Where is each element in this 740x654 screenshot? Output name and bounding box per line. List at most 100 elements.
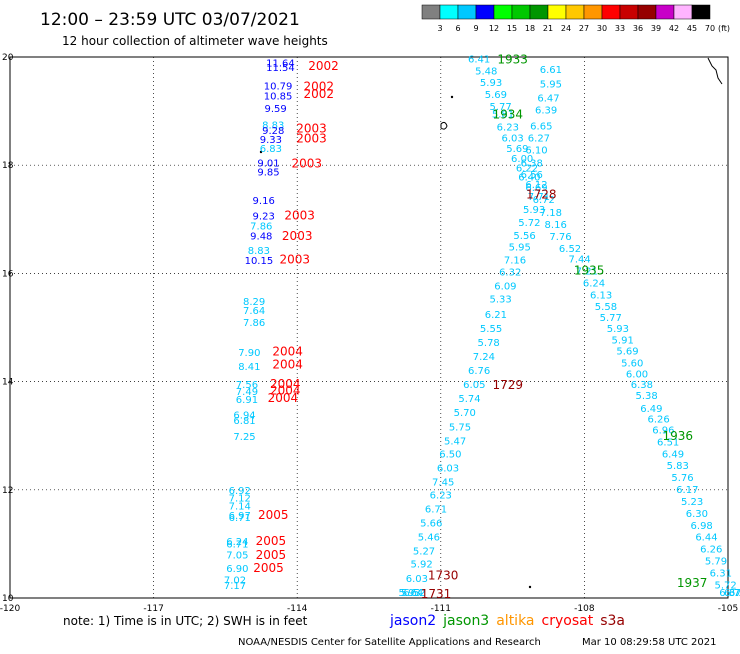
swh-value: 5.33 — [490, 295, 512, 306]
swh-value: 7.18 — [540, 208, 562, 219]
satellite-legend: jason2 jason3 altika cryosat s3a — [389, 613, 625, 629]
swh-value: 6.50 — [439, 449, 461, 460]
y-tick-label: 20 — [2, 53, 14, 63]
colorbar-swatch — [493, 4, 513, 20]
colorbar-swatch — [601, 4, 621, 20]
swh-value: 5.76 — [671, 473, 693, 484]
swh-value: 5.93 — [399, 588, 421, 599]
pass-time-label: 2003 — [296, 131, 327, 145]
colorbar-label: 70 — [705, 24, 715, 33]
swh-value: 5.55 — [480, 324, 502, 335]
swh-value: 6.00 — [626, 369, 648, 380]
y-tick-label: 12 — [2, 486, 13, 496]
swh-value: 6.21 — [485, 310, 507, 321]
swh-value: 6.10 — [525, 145, 547, 156]
swh-value: 6.61 — [540, 65, 562, 76]
swh-value: 5.48 — [475, 66, 497, 77]
colorbar-swatch — [511, 4, 531, 20]
y-tick-label: 14 — [2, 378, 14, 388]
swh-value: 6.00 — [511, 154, 533, 165]
swh-value: 6.37 — [729, 588, 740, 599]
swh-value: 8.29 — [243, 297, 265, 308]
swh-value: 5.95 — [540, 79, 562, 90]
swh-value: 5.92 — [411, 560, 433, 571]
x-tick-label: -108 — [574, 604, 595, 614]
plot-frame — [9, 56, 729, 599]
swh-value: 5.77 — [490, 102, 512, 113]
colorbar-label: 33 — [615, 24, 625, 33]
swh-value: 5.66 — [420, 519, 442, 530]
swh-value: 6.90 — [226, 564, 248, 575]
swh-value: 9.33 — [260, 135, 282, 146]
colorbar-label: 39 — [651, 24, 661, 33]
swh-value: 10.79 — [264, 81, 293, 92]
colorbar-swatch — [457, 4, 477, 20]
swh-value: 7.64 — [243, 306, 265, 317]
legend-entry: jason3 — [442, 613, 489, 629]
swh-value: 6.49 — [640, 404, 662, 415]
swh-value: 6.40 — [518, 172, 540, 183]
pass-time-label: 2004 — [270, 384, 301, 398]
pass-time-label: 1933 — [497, 52, 528, 66]
x-tick-label: -117 — [143, 604, 163, 614]
pass-time-label: 2003 — [296, 122, 327, 136]
y-tick-label: 18 — [2, 161, 14, 171]
swh-value: 6.69 — [525, 183, 547, 194]
swh-value: 5.27 — [413, 547, 435, 558]
swh-value: 7.45 — [432, 477, 454, 488]
pass-time-label: 1937 — [677, 576, 708, 590]
legend-entry: jason2 — [389, 613, 436, 629]
swh-value: 6.05 — [463, 380, 485, 391]
pass-time-label: 1936 — [662, 429, 693, 443]
swh-value: 6.49 — [662, 449, 684, 460]
swh-value: 10.85 — [264, 92, 293, 103]
swh-value: 9.23 — [253, 211, 275, 222]
colorbar-swatch — [565, 4, 585, 20]
pass-time-label: 2004 — [272, 358, 303, 372]
colorbar-swatch — [655, 4, 675, 20]
swh-value: 5.95 — [509, 243, 531, 254]
y-tick-label: 16 — [2, 269, 14, 279]
swh-value: 6.03 — [406, 574, 428, 585]
swh-value: 5.56 — [513, 231, 535, 242]
pass-time-label: 2003 — [284, 208, 315, 222]
swh-value: 6.52 — [559, 244, 581, 255]
colorbar-swatch — [583, 4, 603, 20]
colorbar-label: 15 — [507, 24, 517, 33]
colorbar-swatch — [529, 4, 549, 20]
coastline — [259, 57, 723, 589]
credit-text: NOAA/NESDIS Center for Satellite Applica… — [238, 637, 541, 648]
pass-time-label: 2002 — [303, 87, 334, 101]
swh-value: 7.76 — [549, 232, 571, 243]
swh-value: 5.79 — [705, 556, 727, 567]
data-points: 11.6411.5410.7910.859.598.839.289.336.83… — [224, 54, 740, 599]
swh-value: 7.25 — [233, 432, 255, 443]
colorbar-label: 18 — [525, 24, 535, 33]
swh-value: 5.93 — [607, 324, 629, 335]
swh-value: 6.76 — [468, 366, 490, 377]
swh-value: 7.49 — [236, 387, 258, 398]
swh-value: 10.15 — [245, 256, 274, 267]
swh-value: 7.13 — [734, 588, 740, 599]
swh-value: 5.74 — [458, 394, 480, 405]
x-tick-label: -114 — [287, 604, 308, 614]
swh-value: 5.72 — [518, 218, 540, 229]
swh-value: 9.01 — [257, 158, 279, 169]
swh-value: 5.93 — [480, 78, 502, 89]
swh-value: 8.41 — [238, 362, 260, 373]
swh-value: 5.23 — [681, 497, 703, 508]
swh-value: 6.78 — [724, 588, 740, 599]
legend-entry: s3a — [600, 613, 625, 629]
swh-value: 6.91 — [236, 395, 258, 406]
swh-value: 7.56 — [236, 380, 258, 391]
swh-value: 6.23 — [430, 490, 452, 501]
swh-value: 6.13 — [590, 290, 612, 301]
colorbar-label: 12 — [489, 24, 499, 33]
pass-time-label: 2003 — [291, 156, 322, 170]
swh-value: 6.23 — [497, 123, 519, 134]
swh-value: 7.12 — [229, 494, 251, 505]
swh-value: 6.12 — [525, 180, 547, 191]
colorbar-label: 6 — [455, 24, 460, 33]
pass-time-label: 2005 — [258, 508, 289, 522]
